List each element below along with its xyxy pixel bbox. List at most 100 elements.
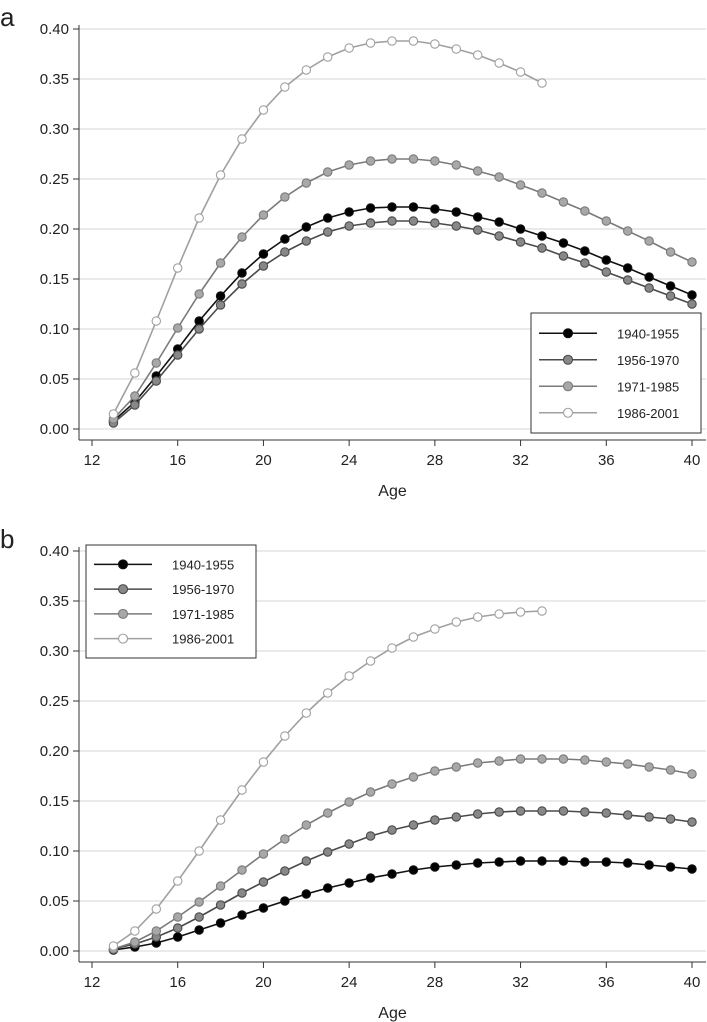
- legend-label: 1956-1970: [617, 353, 679, 368]
- series-1940-1955: [108, 856, 697, 955]
- legend-label: 1956-1970: [172, 582, 234, 597]
- data-point: [494, 756, 504, 766]
- data-point: [687, 299, 697, 309]
- series-1940-1955: [108, 202, 697, 426]
- data-point: [580, 755, 590, 765]
- x-tick-label: 12: [84, 974, 101, 991]
- data-point: [665, 765, 676, 775]
- y-tick-label: 0.20: [40, 221, 69, 238]
- data-point: [130, 368, 140, 378]
- legend-label: 1940-1955: [172, 557, 234, 572]
- legend-swatch-marker: [117, 559, 129, 570]
- data-point: [494, 172, 504, 182]
- data-point: [644, 283, 654, 293]
- data-point: [215, 900, 226, 910]
- data-point: [515, 754, 526, 764]
- data-point: [644, 762, 654, 772]
- data-point: [194, 912, 204, 922]
- data-point: [430, 862, 440, 872]
- x-tick-label: 40: [684, 452, 701, 469]
- y-tick-label: 0.30: [40, 121, 69, 138]
- data-point: [665, 281, 676, 291]
- legend-swatch-marker: [562, 407, 574, 418]
- series-line: [112, 158, 693, 420]
- data-point: [408, 216, 419, 226]
- data-point: [580, 857, 590, 867]
- series-1956-1970: [108, 806, 697, 954]
- data-point: [237, 888, 247, 898]
- data-point: [644, 236, 654, 246]
- data-point: [558, 806, 569, 816]
- data-point: [687, 257, 697, 267]
- data-point: [558, 754, 569, 764]
- data-point: [665, 291, 676, 301]
- y-tick-label: 0.40: [40, 21, 69, 38]
- series-1956-1970: [108, 216, 697, 428]
- data-point: [194, 289, 204, 299]
- x-tick-label: 36: [598, 452, 615, 469]
- data-point: [387, 154, 397, 164]
- series-line: [112, 610, 543, 947]
- data-point: [237, 865, 247, 875]
- data-point: [451, 812, 462, 822]
- data-point: [472, 225, 483, 235]
- data-point: [344, 207, 354, 217]
- data-point: [237, 785, 247, 795]
- data-point: [151, 926, 162, 936]
- data-point: [301, 178, 312, 188]
- data-point: [194, 925, 204, 935]
- x-tick-label: 40: [684, 974, 701, 991]
- data-point: [537, 856, 547, 866]
- data-point: [430, 624, 440, 634]
- data-point: [194, 897, 204, 907]
- chart-panel-a: a 0.00 0.05 0.10 0.15 0.20 0.25 0.30 0.35 0.40 12 1…: [0, 2, 706, 500]
- x-axis-title: Age: [378, 483, 407, 500]
- data-point: [258, 105, 269, 115]
- data-point: [494, 609, 504, 619]
- data-point: [687, 769, 697, 779]
- legend-swatch-marker: [562, 381, 574, 392]
- data-point: [601, 267, 612, 277]
- data-point: [622, 810, 633, 820]
- data-point: [515, 856, 526, 866]
- y-tick-label: 0.30: [40, 643, 69, 660]
- data-point: [472, 809, 483, 819]
- x-tick-label: 20: [255, 974, 272, 991]
- data-point: [622, 226, 633, 236]
- x-tick-label: 32: [512, 452, 529, 469]
- data-point: [130, 391, 140, 401]
- data-point: [387, 216, 397, 226]
- data-point: [430, 204, 440, 214]
- data-point: [280, 192, 290, 202]
- y-tick-label: 0.05: [40, 893, 69, 910]
- data-point: [280, 896, 290, 906]
- data-point: [408, 36, 419, 46]
- legend-swatch-marker: [117, 633, 129, 644]
- data-point: [151, 904, 162, 914]
- data-point: [108, 409, 119, 419]
- data-point: [237, 910, 247, 920]
- data-point: [601, 757, 612, 767]
- data-point: [344, 878, 354, 888]
- data-point: [687, 290, 697, 300]
- data-point: [130, 937, 140, 947]
- y-tick-label: 0.15: [40, 271, 69, 288]
- data-point: [322, 847, 333, 857]
- data-point: [301, 65, 312, 75]
- data-point: [515, 67, 526, 77]
- data-point: [258, 849, 269, 859]
- data-point: [172, 932, 183, 942]
- chart-panel-b: b 0.00 0.05 0.10 0.15 0.20 0.25 0.30 0.35 0.40 12 1…: [0, 524, 706, 1022]
- data-point: [280, 82, 290, 92]
- series-1971-1985: [108, 754, 697, 954]
- series-line: [112, 220, 693, 424]
- data-point: [280, 247, 290, 257]
- series-1986-2001: [108, 606, 547, 951]
- data-point: [344, 797, 354, 807]
- x-tick-label: 16: [169, 452, 186, 469]
- data-point: [172, 263, 183, 273]
- y-tick-label: 0.20: [40, 743, 69, 760]
- panel-letter: a: [0, 2, 15, 32]
- data-point: [258, 210, 269, 220]
